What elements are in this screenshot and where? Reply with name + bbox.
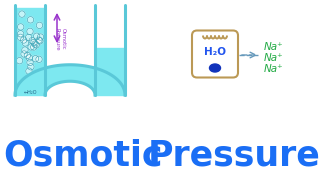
Text: ←H₂O: ←H₂O (24, 89, 38, 94)
Circle shape (26, 68, 32, 74)
Text: Na⁺: Na⁺ (264, 53, 284, 63)
Circle shape (31, 39, 37, 46)
Circle shape (36, 56, 42, 62)
Text: Osmotic: Osmotic (3, 139, 163, 173)
Circle shape (36, 22, 43, 29)
Circle shape (19, 11, 25, 17)
Ellipse shape (210, 64, 220, 72)
Circle shape (28, 64, 34, 70)
Circle shape (20, 37, 27, 43)
Text: Na⁺: Na⁺ (264, 42, 284, 52)
Circle shape (21, 51, 27, 57)
Circle shape (28, 44, 34, 50)
Circle shape (33, 42, 39, 48)
Circle shape (22, 47, 28, 53)
Circle shape (26, 55, 33, 61)
Circle shape (36, 37, 42, 43)
Circle shape (27, 17, 34, 23)
Circle shape (18, 24, 24, 30)
Circle shape (37, 34, 44, 40)
Text: H₂O: H₂O (204, 47, 226, 57)
Circle shape (32, 41, 38, 47)
Circle shape (26, 34, 32, 41)
Circle shape (22, 40, 28, 46)
Text: Na⁺: Na⁺ (264, 64, 284, 74)
Text: Pressure: Pressure (148, 139, 320, 173)
Circle shape (34, 33, 40, 39)
Circle shape (24, 52, 31, 59)
Circle shape (30, 44, 37, 50)
Circle shape (17, 34, 24, 40)
Polygon shape (15, 65, 125, 95)
Circle shape (37, 38, 43, 44)
Circle shape (27, 59, 33, 66)
Bar (15, 8, 45, 95)
Circle shape (32, 55, 39, 62)
Circle shape (17, 31, 24, 37)
Circle shape (27, 28, 33, 35)
Bar (95, 48, 125, 95)
Circle shape (16, 57, 23, 64)
Text: Osmotic
Pressure: Osmotic Pressure (54, 28, 66, 51)
Circle shape (29, 37, 36, 44)
